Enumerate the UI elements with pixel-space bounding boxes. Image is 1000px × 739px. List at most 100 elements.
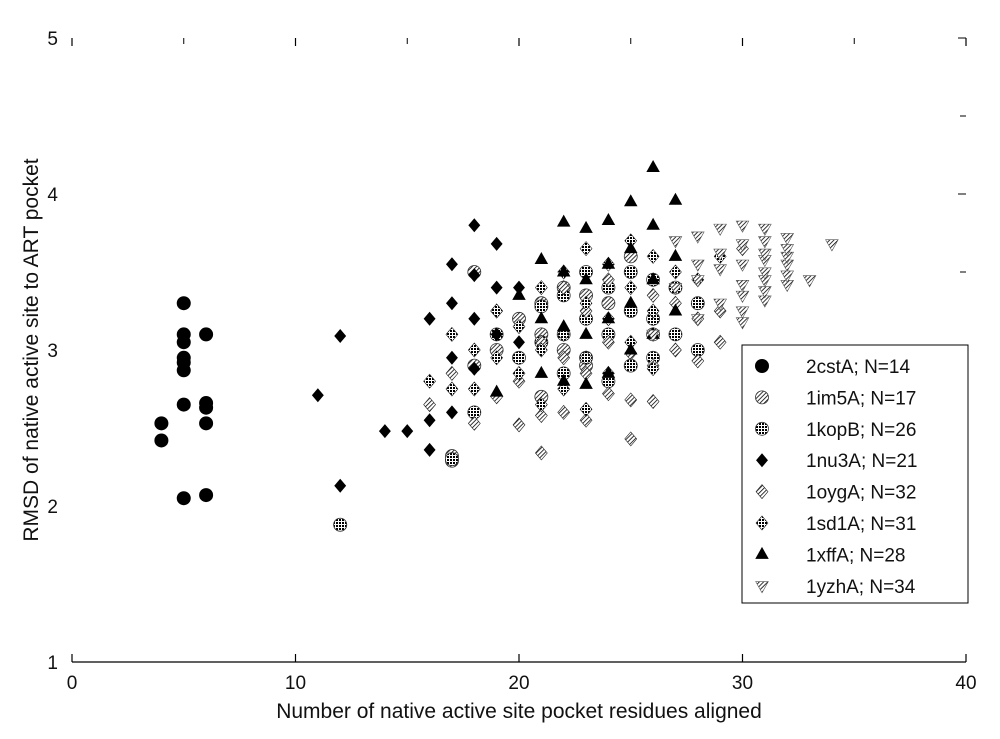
data-point xyxy=(401,424,414,439)
data-point xyxy=(333,517,348,532)
data-point xyxy=(446,296,458,311)
data-point xyxy=(579,412,593,428)
legend: 2cstA; N=14 1im5A; N=17 1kopB; N=26 1nu3A; … xyxy=(741,344,969,604)
data-point xyxy=(690,275,705,288)
data-point xyxy=(423,373,436,389)
legend-entry: 2cstA; N=14 xyxy=(806,357,910,378)
data-point xyxy=(735,239,750,252)
data-point xyxy=(534,252,549,265)
data-point xyxy=(535,280,548,296)
data-point xyxy=(579,303,593,319)
y-tick-label: 4 xyxy=(47,185,58,206)
data-point xyxy=(311,388,324,403)
data-point xyxy=(623,265,638,279)
data-point xyxy=(713,334,727,350)
data-point xyxy=(557,404,571,420)
data-point xyxy=(534,311,549,324)
series-3 xyxy=(311,218,525,493)
data-point xyxy=(468,268,481,283)
data-point xyxy=(601,213,616,226)
data-point xyxy=(601,256,616,269)
data-point xyxy=(446,350,458,365)
data-point xyxy=(423,442,436,457)
series-5 xyxy=(423,233,727,417)
data-point xyxy=(445,452,459,467)
data-point xyxy=(423,397,436,413)
data-point xyxy=(423,413,436,428)
data-point xyxy=(199,416,214,431)
legend-box xyxy=(741,344,969,604)
data-point xyxy=(512,373,526,389)
series-0 xyxy=(154,296,214,506)
data-point xyxy=(535,408,548,423)
y-tick-label: 5 xyxy=(47,29,58,50)
data-point xyxy=(468,311,481,326)
data-point xyxy=(758,223,772,236)
x-axis-label: Number of native active site pocket resi… xyxy=(276,700,762,723)
data-point xyxy=(713,303,727,319)
data-point xyxy=(668,236,683,249)
data-point xyxy=(646,394,660,409)
data-point xyxy=(467,415,481,431)
ticks: 0 10 20 30 40 1 2 3 4 5 xyxy=(47,29,976,694)
legend-entry: 1im5A; N=17 xyxy=(806,388,916,409)
data-point xyxy=(334,478,347,493)
data-point xyxy=(557,280,571,296)
data-point xyxy=(669,342,682,358)
data-point xyxy=(624,392,638,408)
data-point xyxy=(579,350,593,366)
data-point xyxy=(176,296,191,311)
data-point xyxy=(557,350,571,366)
data-point xyxy=(646,303,660,319)
data-point xyxy=(579,241,593,257)
series-2 xyxy=(333,265,705,532)
legend-marker xyxy=(756,453,768,468)
data-point xyxy=(489,384,504,397)
data-point xyxy=(668,303,683,316)
series-6 xyxy=(489,159,683,397)
legend-marker xyxy=(755,421,769,436)
data-point xyxy=(713,298,727,311)
legend-marker xyxy=(755,359,769,373)
data-point xyxy=(690,314,705,327)
data-points xyxy=(154,159,839,532)
data-point xyxy=(735,290,750,304)
data-point xyxy=(154,416,169,431)
data-point xyxy=(423,311,436,326)
data-point xyxy=(467,381,481,397)
data-point xyxy=(825,239,839,252)
data-point xyxy=(490,350,503,366)
legend-marker xyxy=(755,484,769,500)
data-point xyxy=(646,217,660,230)
x-tick-label: 0 xyxy=(67,673,78,694)
data-point xyxy=(735,220,750,233)
data-point xyxy=(490,280,503,295)
data-point xyxy=(624,194,638,207)
data-point xyxy=(646,248,660,264)
data-point xyxy=(758,248,772,261)
data-point xyxy=(602,334,615,350)
data-point xyxy=(758,267,772,280)
series-7 xyxy=(646,220,839,343)
data-point xyxy=(176,363,191,378)
data-point xyxy=(334,328,347,343)
data-point xyxy=(646,272,660,285)
data-point xyxy=(690,259,705,272)
legend-marker xyxy=(755,390,769,405)
legend-entry: 1kopB; N=26 xyxy=(806,420,916,441)
data-point xyxy=(556,319,571,332)
x-tick-label: 20 xyxy=(508,673,529,694)
data-point xyxy=(535,342,548,358)
data-point xyxy=(668,283,683,296)
data-point xyxy=(623,358,638,373)
data-point xyxy=(490,236,503,251)
data-point xyxy=(535,397,548,413)
data-point xyxy=(624,431,638,447)
data-point xyxy=(176,397,191,412)
data-point xyxy=(467,342,481,358)
data-point xyxy=(534,299,549,314)
data-point xyxy=(601,296,616,311)
data-point xyxy=(512,417,526,433)
x-tick-label: 10 xyxy=(285,673,306,694)
data-point xyxy=(579,376,593,389)
